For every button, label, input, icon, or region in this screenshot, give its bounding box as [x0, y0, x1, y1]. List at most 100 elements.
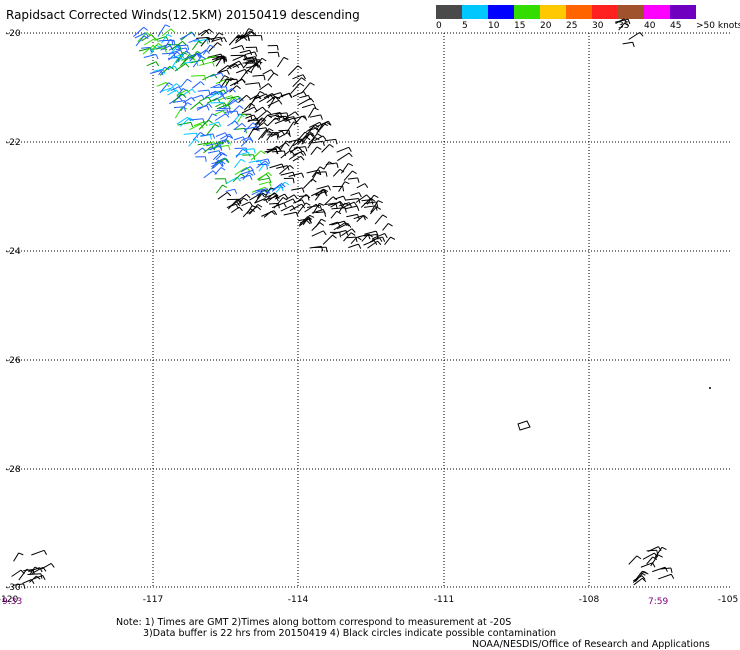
wind-barb-feather	[268, 181, 272, 187]
wind-barb-feather	[335, 139, 338, 145]
wind-barb	[237, 35, 249, 38]
wind-barb-feather	[249, 166, 254, 171]
wind-barb	[233, 136, 244, 141]
wind-barb-feather	[289, 92, 293, 98]
wind-barb-feather	[261, 57, 267, 62]
wind-barb	[312, 140, 324, 144]
wind-barb	[290, 83, 301, 94]
wind-barb-feather	[255, 47, 258, 53]
wind-barb-feather	[358, 192, 362, 198]
wind-barb-feather	[305, 194, 311, 199]
wind-barb	[244, 126, 258, 130]
wind-barb-feather	[218, 32, 224, 36]
wind-barb-feather	[322, 122, 328, 126]
wind-barb	[322, 234, 333, 245]
wind-barb	[232, 54, 246, 61]
wind-barb-feather	[220, 91, 224, 97]
note-line-1: Note: 1) Times are GMT 2)Times along bot…	[116, 617, 512, 628]
wind-barb-feather	[301, 115, 307, 120]
wind-barb-feather	[253, 106, 258, 112]
wind-barb-feather	[222, 95, 227, 100]
wind-barb-feather	[344, 181, 350, 185]
wind-barb-feather	[191, 97, 196, 102]
wind-barb	[304, 203, 317, 213]
wind-barb	[301, 133, 311, 145]
wind-barb-feather	[225, 86, 228, 92]
wind-barb	[239, 49, 250, 54]
wind-barb-feather	[377, 240, 382, 246]
wind-barb	[267, 111, 281, 116]
wind-barb-feather	[219, 83, 223, 89]
wind-barb-feather	[327, 120, 332, 126]
wind-barb	[254, 106, 263, 113]
wind-barb-feather	[191, 88, 196, 94]
wind-barb	[199, 61, 213, 66]
legend-label: 40	[644, 21, 656, 31]
wind-barb-feather	[256, 206, 262, 211]
wind-barb-feather	[623, 18, 628, 24]
wind-barb	[278, 129, 289, 132]
wind-barb-feather	[358, 198, 361, 204]
lat-label: -22	[6, 138, 21, 148]
wind-barb	[356, 183, 366, 189]
wind-barb	[292, 91, 304, 98]
wind-barb-feather	[220, 151, 226, 156]
wind-barb-feather	[267, 172, 272, 177]
wind-barb	[146, 61, 157, 67]
wind-barb-feather	[305, 202, 311, 206]
wind-barb-feather	[670, 574, 675, 579]
wind-barb	[235, 68, 246, 74]
wind-barb-feather	[267, 158, 271, 164]
wind-barb-feather	[353, 201, 358, 207]
wind-barb-feather	[640, 572, 646, 576]
wind-barb-feather	[258, 64, 262, 70]
wind-barb	[343, 170, 353, 181]
wind-barb-feather	[215, 90, 220, 96]
wind-barb-feather	[301, 187, 305, 193]
wind-barb-feather	[182, 41, 187, 46]
wind-barb	[633, 577, 643, 586]
wind-barb	[350, 236, 358, 245]
wind-barb-feather	[219, 145, 223, 151]
wind-barb-feather	[222, 102, 225, 108]
wind-barb	[240, 166, 251, 173]
wind-barb-feather	[228, 145, 231, 151]
wind-barb	[343, 232, 352, 242]
wind-barb	[162, 52, 175, 55]
wind-barb	[321, 144, 330, 153]
wind-barb-feather	[264, 198, 268, 204]
wind-barb-feather	[18, 552, 24, 556]
wind-barb-feather	[23, 583, 26, 589]
wind-barb	[203, 146, 212, 154]
wind-barb	[292, 74, 304, 80]
wind-barb-feather	[324, 211, 327, 217]
wind-barb	[216, 56, 226, 58]
wind-barb	[363, 205, 376, 208]
wind-barb-feather	[241, 78, 246, 84]
wind-barb-feather	[280, 92, 284, 98]
wind-barb-feather	[356, 205, 360, 212]
wind-barb	[168, 51, 178, 61]
wind-barb	[242, 28, 250, 39]
wind-barb-feather	[226, 69, 230, 75]
wind-barb-feather	[284, 181, 290, 186]
wind-barb	[642, 552, 655, 560]
wind-barb	[239, 169, 253, 175]
wind-barb	[240, 138, 250, 147]
wind-barb	[358, 234, 369, 238]
wind-barb-feather	[263, 122, 268, 127]
wind-barb-feather	[211, 61, 215, 67]
wind-barb	[243, 58, 257, 60]
wind-barb-feather	[154, 37, 159, 43]
wind-barb-feather	[257, 204, 263, 208]
wind-barb-feather	[291, 205, 296, 210]
wind-barb-feather	[283, 150, 287, 156]
wind-barb-feather	[670, 567, 673, 573]
wind-barb	[170, 86, 180, 92]
wind-barb	[258, 129, 267, 140]
wind-barb	[13, 552, 20, 562]
wind-barb-feather	[249, 175, 253, 180]
wind-barb	[299, 216, 309, 226]
wind-barb-feather	[187, 102, 192, 106]
wind-barb-feather	[632, 42, 635, 48]
